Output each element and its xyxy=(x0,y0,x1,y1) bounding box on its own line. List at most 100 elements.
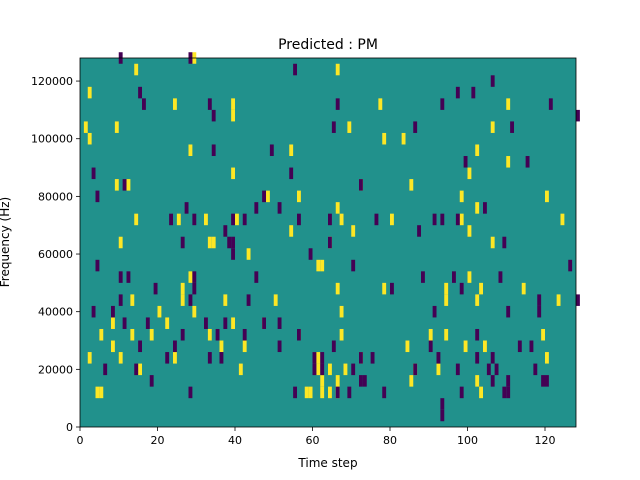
heatmap-cell-low xyxy=(506,375,511,387)
heatmap-cell-low xyxy=(475,352,480,364)
heatmap-cell-high xyxy=(316,363,321,376)
heatmap-cell-high xyxy=(444,282,449,295)
heatmap-cell-low xyxy=(347,386,352,399)
heatmap-cell-high xyxy=(242,340,247,353)
heatmap-cell-low xyxy=(320,363,325,376)
heatmap-cell-low xyxy=(494,363,499,376)
x-tick-label: 80 xyxy=(383,434,397,447)
heatmap-cell-low xyxy=(180,328,185,341)
heatmap-cell-high xyxy=(335,375,340,387)
heatmap-cell-low xyxy=(455,213,460,226)
heatmap-cell-low xyxy=(142,98,146,110)
heatmap-cell-low xyxy=(452,271,456,283)
y-tick-label: 100000 xyxy=(31,133,73,146)
heatmap-cell-high xyxy=(409,179,414,191)
heatmap-cell-high xyxy=(111,340,115,353)
heatmap-cell-high xyxy=(289,144,294,157)
heatmap-cell-high xyxy=(351,225,356,237)
heatmap-cell-high xyxy=(99,328,104,341)
heatmap-cell-low xyxy=(308,248,313,260)
heatmap-cell-low xyxy=(138,86,143,99)
heatmap-cell-high xyxy=(320,386,325,399)
heatmap-cell-low xyxy=(359,179,363,191)
x-tick-label: 120 xyxy=(535,434,556,447)
heatmap-cell-low xyxy=(486,363,491,376)
heatmap-cell-high xyxy=(134,213,139,226)
heatmap-cell-low xyxy=(138,340,143,353)
heatmap-cell-low xyxy=(374,213,379,226)
x-axis-label: Time step xyxy=(297,456,357,470)
heatmap-cell-high xyxy=(444,328,449,341)
heatmap-cell-low xyxy=(413,121,418,133)
heatmap-cell-low xyxy=(95,190,100,203)
heatmap-cell-low xyxy=(455,363,460,376)
y-axis: 0 20000 40000 60000 80000 100000 120000 xyxy=(31,75,80,434)
heatmap-cell-low xyxy=(459,282,464,295)
heatmap-cell-low xyxy=(568,259,573,272)
heatmap-cell-low xyxy=(545,375,549,387)
heatmap-cell-low xyxy=(204,317,208,329)
heatmap-cell-low xyxy=(537,294,542,306)
heatmap-cell-low xyxy=(331,340,336,353)
heatmap-cell-low xyxy=(207,98,212,110)
heatmap-cell-low xyxy=(432,305,437,318)
heatmap-cell-high xyxy=(118,236,123,249)
heatmap-cell-low xyxy=(145,317,150,329)
heatmap-cell-high xyxy=(459,190,464,203)
heatmap-cell-high xyxy=(188,271,193,283)
heatmap-cell-low xyxy=(215,328,220,341)
heatmap-cell-high xyxy=(118,352,123,364)
heatmap-cell-high xyxy=(428,328,433,341)
heatmap-cell-low xyxy=(440,213,445,226)
heatmap-cell-high xyxy=(173,98,177,110)
heatmap-cell-low xyxy=(362,375,367,387)
heatmap-cell-low xyxy=(382,386,387,399)
heatmap-cell-high xyxy=(390,213,394,226)
heatmap-cell-high xyxy=(339,305,344,318)
heatmap-cell-low xyxy=(576,294,580,306)
heatmap-cell-low xyxy=(440,98,445,110)
heatmap-cell-low xyxy=(231,248,236,260)
heatmap-cell-low xyxy=(440,409,445,422)
heatmap-cell-high xyxy=(459,213,464,226)
chart-title: Predicted : PM xyxy=(278,37,378,53)
x-tick-label: 20 xyxy=(151,434,165,447)
heatmap-cell-high xyxy=(335,202,340,214)
heatmap-cell-high xyxy=(382,282,387,295)
heatmap-cell-low xyxy=(103,363,108,376)
heatmap-cell-low xyxy=(169,213,174,226)
heatmap-cell-low xyxy=(537,305,542,318)
heatmap-cell-high xyxy=(436,363,441,376)
heatmap-cell-high xyxy=(130,328,135,341)
heatmap-cell-high xyxy=(238,363,243,376)
heatmap-cell-high xyxy=(506,98,511,110)
heatmap-cell-low xyxy=(471,86,476,99)
heatmap-cell-high xyxy=(560,213,565,226)
heatmap-cell-low xyxy=(328,236,332,249)
heatmap-cell-low xyxy=(506,386,511,399)
heatmap-cell-high xyxy=(192,305,197,318)
heatmap-cell-high xyxy=(204,213,208,226)
heatmap-cell-high xyxy=(545,352,549,364)
heatmap-cell-high xyxy=(490,121,495,133)
heatmap-cell-low xyxy=(219,352,224,364)
heatmap-cell-low xyxy=(293,386,298,399)
heatmap-cell-high xyxy=(231,109,236,122)
x-tick-label: 100 xyxy=(457,434,478,447)
heatmap-cell-high xyxy=(126,179,131,191)
heatmap-cell-high xyxy=(114,121,119,133)
heatmap-cell-high xyxy=(405,340,410,353)
heatmap-cell-high xyxy=(87,86,92,99)
heatmap-cell-low xyxy=(262,317,267,329)
heatmap-cell-high xyxy=(297,190,301,203)
heatmap-cell-high xyxy=(188,144,193,157)
heatmap-cell-low xyxy=(293,63,298,76)
heatmap-cell-high xyxy=(545,190,549,203)
heatmap-cell-low xyxy=(192,213,197,226)
heatmap-cell-high xyxy=(83,121,88,133)
heatmap-cell-low xyxy=(153,282,158,295)
heatmap-cell-high xyxy=(347,121,352,133)
heatmap-cell-low xyxy=(490,375,495,387)
heatmap-cell-high xyxy=(87,132,92,145)
heatmap-cell-low xyxy=(297,213,301,226)
